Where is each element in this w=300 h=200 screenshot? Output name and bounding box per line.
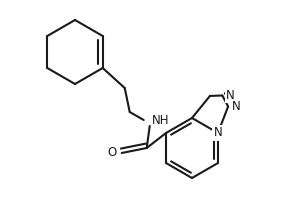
Text: NH: NH — [152, 114, 169, 127]
Text: N: N — [232, 100, 241, 113]
Text: O: O — [107, 146, 117, 160]
Text: N: N — [214, 127, 222, 140]
Text: N: N — [226, 89, 235, 102]
